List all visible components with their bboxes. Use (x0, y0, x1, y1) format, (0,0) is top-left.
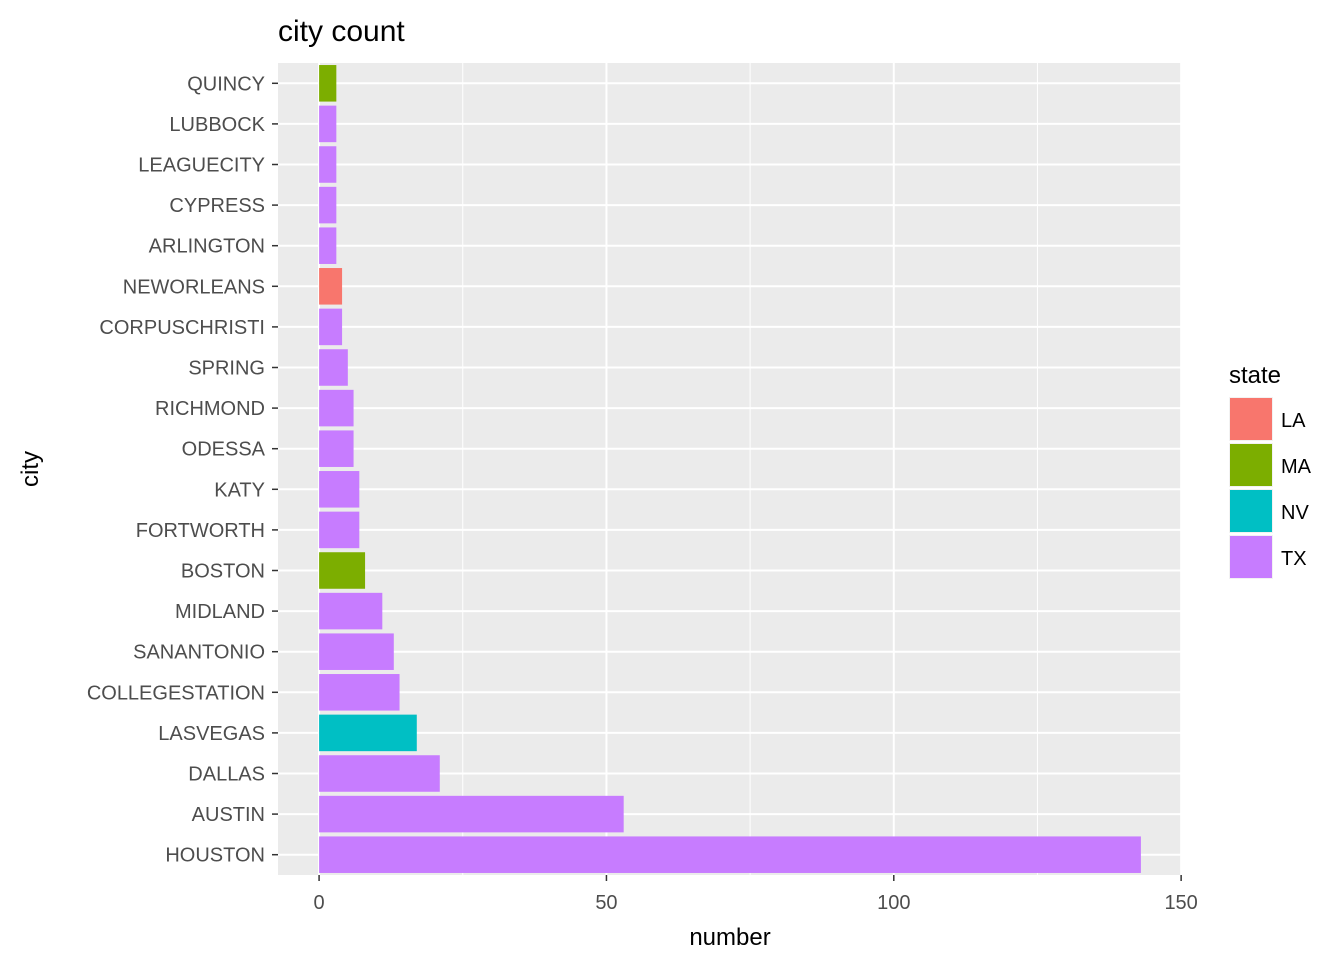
y-tick-label: LASVEGAS (158, 723, 265, 745)
legend-swatch-la (1230, 398, 1272, 440)
bar-spring (319, 349, 348, 386)
y-tick-label: LEAGUECITY (138, 155, 265, 177)
plot-panel (278, 63, 1182, 875)
y-tick-label: MIDLAND (175, 601, 265, 623)
y-tick-label: ARLINGTON (149, 236, 265, 258)
bar-austin (319, 795, 624, 833)
y-tick-label: SPRING (188, 358, 265, 380)
grid-minor (462, 63, 1038, 875)
y-tick-label: DALLAS (188, 764, 265, 786)
bar-richmond (319, 389, 354, 427)
bar-quincy (319, 65, 337, 102)
bar-houston (319, 836, 1141, 873)
y-tick-label: KATY (214, 479, 265, 501)
legend-label: LA (1281, 410, 1306, 432)
y-tick-label: HOUSTON (165, 845, 265, 867)
bar-arlington (319, 227, 337, 264)
y-tick-label: FORTWORTH (136, 520, 265, 542)
y-tick-label: COLLEGESTATION (87, 682, 265, 704)
bar-katy (319, 471, 360, 508)
legend-title: state (1229, 362, 1281, 389)
bar-lasvegas (319, 714, 417, 752)
bar-lubbock (319, 105, 337, 143)
legend-label: TX (1281, 548, 1307, 570)
legend-swatch-tx (1230, 536, 1272, 578)
y-axis-title: city (17, 451, 44, 487)
y-tick-label: CYPRESS (169, 195, 265, 217)
y-tick-label: ODESSA (182, 439, 266, 461)
bar-odessa (319, 430, 354, 467)
y-axis: HOUSTON AUSTIN DALLAS LASVEGAS COLLEGESTATIO… (87, 73, 278, 867)
x-axis: 0 50 100 150 (314, 875, 1198, 914)
bar-fortworth (319, 511, 360, 549)
grid-major (278, 63, 1183, 875)
legend-swatch-ma (1230, 444, 1272, 486)
x-tick-label: 100 (877, 892, 910, 914)
bar-cypress (319, 186, 337, 224)
bar-corpuschristi (319, 308, 343, 346)
x-tick-label: 50 (595, 892, 617, 914)
bar-leaguecity (319, 146, 337, 183)
bar-boston (319, 552, 366, 589)
y-tick-label: SANANTONIO (133, 642, 265, 664)
y-tick-label: RICHMOND (155, 398, 265, 420)
chart-title: city count (278, 15, 405, 48)
y-tick-label: CORPUSCHRISTI (99, 317, 265, 339)
legend-keys: LA MA NV TX (1229, 397, 1312, 579)
bar-dallas (319, 755, 440, 792)
legend-swatch-nv (1230, 490, 1272, 532)
bar-collegestation (319, 674, 400, 711)
bar-midland (319, 592, 383, 630)
bars (319, 65, 1141, 873)
y-tick-label: QUINCY (187, 73, 265, 95)
y-tick-label: LUBBOCK (169, 114, 265, 136)
bar-neworleans (319, 268, 343, 305)
legend: state LA MA NV TX (1229, 362, 1312, 579)
y-tick-label: NEWORLEANS (123, 276, 265, 298)
legend-label: MA (1281, 456, 1312, 478)
bar-sanantonio (319, 633, 394, 670)
x-tick-label: 0 (314, 892, 325, 914)
x-tick-label: 150 (1164, 892, 1197, 914)
y-tick-label: BOSTON (181, 561, 265, 583)
legend-label: NV (1281, 502, 1309, 524)
y-tick-label: AUSTIN (192, 804, 265, 826)
x-axis-title: number (689, 924, 770, 951)
